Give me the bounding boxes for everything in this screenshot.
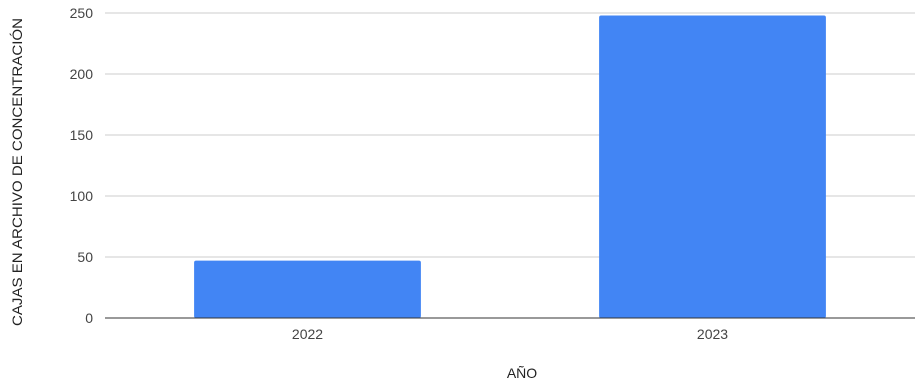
y-tick-label: 100 <box>70 188 94 204</box>
x-axis-title: AÑO <box>507 365 537 381</box>
bar-2023 <box>599 15 826 318</box>
y-axis-title: CAJAS EN ARCHIVO DE CONCENTRACIÓN <box>9 18 25 326</box>
x-tick-label: 2023 <box>697 326 728 342</box>
bar-2022 <box>194 260 421 318</box>
x-tick-labels: 2022 2023 <box>292 326 728 342</box>
y-tick-label: 250 <box>70 5 94 21</box>
y-tick-label: 200 <box>70 66 94 82</box>
y-tick-label: 0 <box>85 310 93 326</box>
y-tick-label: 50 <box>77 249 93 265</box>
x-tick-label: 2022 <box>292 326 323 342</box>
bars <box>194 15 826 318</box>
y-tick-label: 150 <box>70 127 94 143</box>
y-tick-labels: 0 50 100 150 200 250 <box>70 5 94 326</box>
